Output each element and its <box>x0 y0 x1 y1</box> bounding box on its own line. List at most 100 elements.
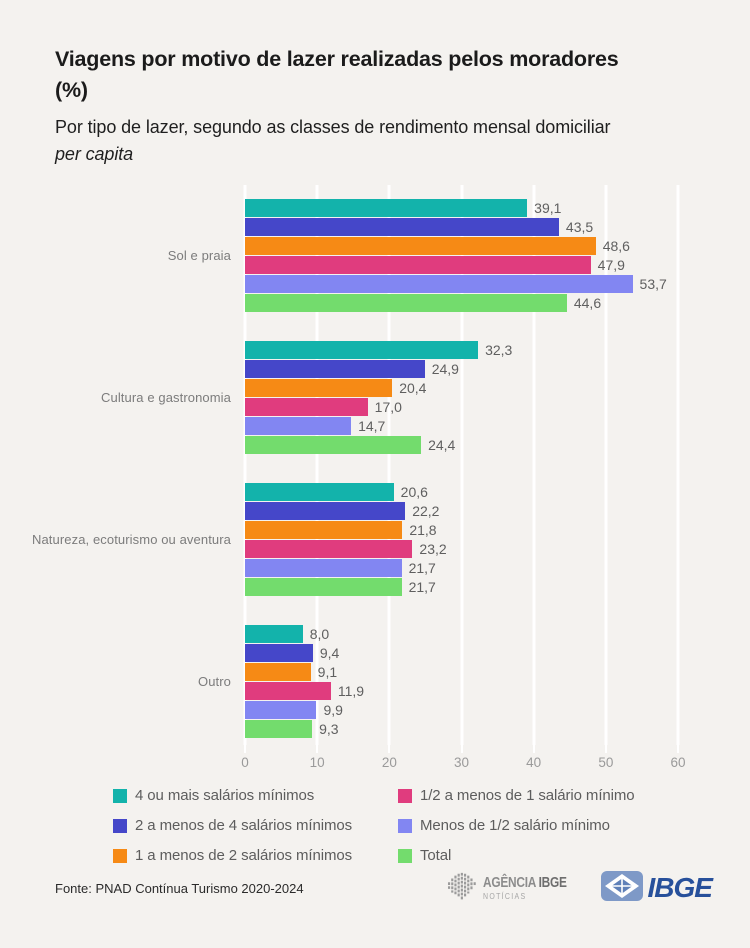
value-label: 32,3 <box>485 342 513 358</box>
agencia-ibge-noticias-logo: AGÊNCIA IBGE NOTÍCIAS <box>447 870 585 907</box>
legend-swatch <box>398 788 412 803</box>
bar <box>245 341 479 359</box>
value-label: 14,7 <box>358 418 386 434</box>
bar-stack: 32,3 24,9 20,4 17,0 14,7 24,4 <box>245 341 678 454</box>
bar <box>245 256 591 274</box>
legend-swatch <box>113 788 127 803</box>
legend-label: 2 a menos de 4 salários mínimos <box>135 817 353 834</box>
bar <box>245 720 313 738</box>
tick-label: 40 <box>526 755 542 770</box>
bar <box>245 199 528 217</box>
chart-rows: Sol e praia 39,1 43,5 48,6 47,9 53,7 44,6 Cultu… <box>0 185 750 738</box>
gridline <box>532 185 536 745</box>
bar-track: 20,4 <box>245 379 678 397</box>
legend-label: 1/2 a menos de 1 salário mínimo <box>420 787 635 804</box>
bar-track: 8,0 <box>245 625 678 643</box>
value-label: 20,6 <box>400 484 428 500</box>
subtitle-italic: per capita <box>55 144 134 165</box>
bar <box>245 625 303 643</box>
agencia-logo-line1: AGÊNCIA IBGE <box>483 874 567 891</box>
tick-label: 50 <box>598 755 614 770</box>
legend-item: Menos de 1/2 salário mínimo <box>398 817 635 834</box>
bar <box>245 218 559 236</box>
bar <box>245 483 394 501</box>
bar <box>245 417 352 435</box>
legend-label: 4 ou mais salários mínimos <box>135 787 315 804</box>
bar-track: 21,8 <box>245 521 678 539</box>
bar <box>245 701 317 719</box>
bar-stack: 8,0 9,4 9,1 11,9 9,9 9,3 <box>245 625 678 738</box>
legend-item: 1 a menos de 2 salários mínimos <box>113 847 398 864</box>
bar-track: 11,9 <box>245 682 678 700</box>
bar <box>245 559 402 577</box>
bar <box>245 398 368 416</box>
bar-track: 17,0 <box>245 398 678 416</box>
legend: 4 ou mais salários mínimos 2 a menos de 4… <box>113 787 635 864</box>
bar-group: Natureza, ecoturismo ou aventura 20,6 22,2… <box>0 483 750 596</box>
gridline <box>315 185 319 745</box>
ibge-compass-icon <box>600 870 643 906</box>
value-label: 9,3 <box>319 721 339 737</box>
page-title: Viagens por motivo de lazer realizadas p… <box>55 47 619 102</box>
gridline <box>676 185 680 745</box>
legend-item: 2 a menos de 4 salários mínimos <box>113 817 398 834</box>
agencia-noticias-word: NOTÍCIAS <box>482 891 526 901</box>
bar-stack: 39,1 43,5 48,6 47,9 53,7 44,6 <box>245 199 678 312</box>
legend-label: Total <box>420 847 452 864</box>
bar-track: 53,7 <box>245 275 678 293</box>
value-label: 48,6 <box>602 238 630 254</box>
bar <box>245 360 425 378</box>
bar <box>245 379 393 397</box>
value-label: 17,0 <box>374 399 402 415</box>
agencia-ibge-word: IBGE <box>538 874 567 891</box>
value-label: 21,7 <box>408 560 436 576</box>
page-subtitle: Por tipo de lazer, segundo as classes de… <box>55 114 620 168</box>
bar-track: 43,5 <box>245 218 678 236</box>
bar-track: 47,9 <box>245 256 678 274</box>
bar-track: 24,4 <box>245 436 678 454</box>
footer: Fonte: PNAD Contínua Turismo 2020-2024 <box>55 870 713 907</box>
tick-label: 20 <box>381 755 397 770</box>
bar <box>245 682 331 700</box>
bar <box>245 663 311 681</box>
bar-track: 23,2 <box>245 540 678 558</box>
agencia-bars-icon <box>447 870 479 907</box>
x-axis: 0 10 20 30 40 50 60 <box>241 745 686 775</box>
legend-label: Menos de 1/2 salário mínimo <box>420 817 610 834</box>
bar <box>245 540 413 558</box>
tick-label: 10 <box>309 755 325 770</box>
legend-swatch <box>398 848 412 863</box>
value-label: 43,5 <box>565 219 594 235</box>
tick-label: 0 <box>241 755 249 770</box>
legend-item: Total <box>398 847 635 864</box>
bar-track: 20,6 <box>245 483 678 501</box>
footer-logos: AGÊNCIA IBGE NOTÍCIAS IBGE <box>447 870 713 907</box>
tick-mark <box>316 745 319 753</box>
value-label: 21,7 <box>408 579 436 595</box>
bar-group: Sol e praia 39,1 43,5 48,6 47,9 53,7 44,6 <box>0 199 750 312</box>
bar-group: Cultura e gastronomia 32,3 24,9 20,4 17,0 14,… <box>0 341 750 454</box>
bar <box>245 275 633 293</box>
tick-label: 30 <box>453 755 470 770</box>
bar-track: 9,4 <box>245 644 678 662</box>
value-label: 22,2 <box>412 503 440 519</box>
value-label: 53,7 <box>639 276 667 292</box>
bar-track: 32,3 <box>245 341 678 359</box>
bar-group: Outro 8,0 9,4 9,1 11,9 9,9 9,3 <box>0 625 750 738</box>
ibge-logo: IBGE <box>600 870 713 906</box>
legend-item: 4 ou mais salários mínimos <box>113 787 398 804</box>
legend-item: 1/2 a menos de 1 salário mínimo <box>398 787 635 804</box>
value-label: 39,1 <box>534 200 562 216</box>
legend-col-2: 1/2 a menos de 1 salário mínimo Menos de … <box>398 787 635 864</box>
tick-label: 60 <box>670 755 686 770</box>
value-label: 11,9 <box>337 683 365 699</box>
bar <box>245 237 596 255</box>
bar-track: 14,7 <box>245 417 678 435</box>
tick-mark <box>532 745 535 753</box>
legend-col-1: 4 ou mais salários mínimos 2 a menos de 4… <box>113 787 398 864</box>
gridline <box>243 185 247 745</box>
bar-track: 39,1 <box>245 199 678 217</box>
bar-track: 44,6 <box>245 294 678 312</box>
legend-swatch <box>398 818 412 833</box>
